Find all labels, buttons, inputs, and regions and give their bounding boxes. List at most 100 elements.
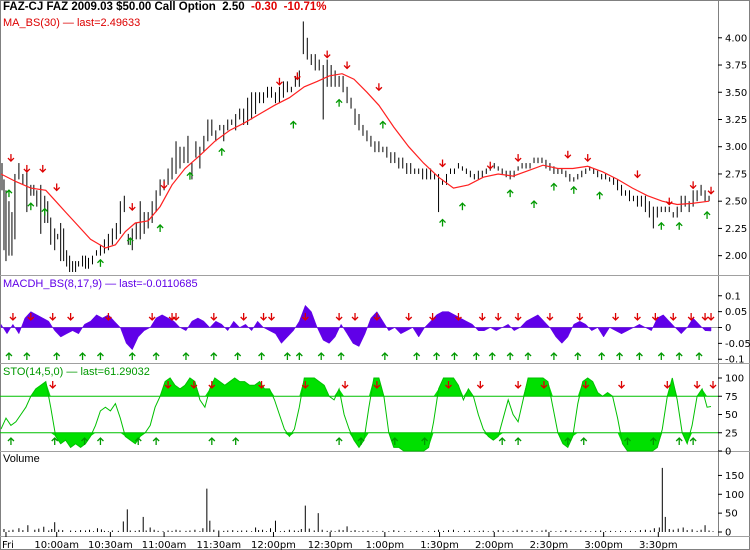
buy-arrow-icon [550,352,558,360]
buy-arrow-icon [186,171,194,180]
sell-arrow-icon [540,381,548,389]
buy-arrow-icon [458,202,466,211]
buy-arrow-icon [379,120,387,129]
buy-arrow-icon [616,352,624,360]
sell-arrow-icon [669,313,677,321]
buy-arrow-icon [675,352,683,360]
buy-arrow-icon [498,437,506,445]
time-tick-label: 2:30pm [530,540,569,550]
sell-arrow-icon [582,381,590,389]
last-price: 2.50 [222,1,245,13]
buy-arrow-icon [81,437,88,445]
sto-label: STO(14,5,0) [3,366,64,378]
sell-arrow-icon [341,381,349,389]
sell-arrow-icon [67,313,75,321]
macdh-axis-tick-label: -0.05 [725,339,750,350]
price-axis-tick-label: 2.75 [725,169,747,180]
buy-arrow-icon [218,147,226,156]
buy-arrow-icon [689,437,697,445]
macdh-axis-tick-label: 0.1 [725,291,741,302]
price-axis-tick-label: 3.75 [725,61,747,72]
price-change: -0.30 [251,1,278,13]
buy-arrow-icon [96,437,104,445]
sell-arrow-icon [373,381,381,389]
sell-arrow-icon [633,313,641,321]
buy-arrow-icon [317,352,325,360]
sell-arrow-icon [476,381,484,389]
sell-arrow-icon [584,154,592,162]
buy-arrow-icon [550,182,558,191]
macdh-last: last=-0.0110685 [119,278,198,290]
buy-arrow-icon [232,437,240,445]
sell-arrow-icon [445,381,452,389]
sell-arrow-icon [514,313,522,321]
sell-arrow-icon [190,381,198,389]
buy-arrow-icon [649,437,657,445]
sell-arrow-icon [208,381,216,389]
buy-arrow-icon [596,191,604,200]
buy-arrow-icon [152,437,160,445]
price-axis-tick-label: 2.00 [725,251,747,262]
buy-arrow-icon [210,352,218,360]
buy-arrow-icon [53,352,61,360]
time-tick-label: 3:30pm [639,540,678,550]
sell-arrow-icon [651,313,659,321]
sell-arrow-icon [258,381,266,389]
sell-arrow-icon [335,313,343,321]
sell-arrow-icon [260,313,267,321]
sell-arrow-icon [49,381,57,389]
sto-line [0,377,712,452]
sell-arrow-icon [301,381,309,389]
buy-arrow-icon [7,437,15,445]
ma-legend: MA_BS(30) — last=2.49633 [3,17,141,29]
buy-arrow-icon [41,207,49,216]
sell-arrow-icon [53,183,61,192]
price-change-pct: -10.71% [283,1,327,13]
macdh-legend: MACDH_BS(8,17,9) — last=-0.0110685 [3,278,198,290]
buy-arrow-icon [514,437,522,445]
sell-arrow-icon [351,313,359,321]
buy-arrow-icon [635,352,643,360]
sto-oversold-fill [1,432,712,451]
time-tick-label: 2:00pm [475,540,514,550]
symbol: FAZ-CJ [3,1,44,13]
buy-arrow-icon [126,237,134,246]
buy-arrow-icon [391,437,399,445]
sell-arrow-icon [373,313,381,321]
sell-arrow-icon [576,313,584,321]
sell-arrow-icon [128,203,136,212]
macdh-axis-tick-label: 0 [725,323,731,334]
buy-arrow-icon [506,352,514,360]
sell-arrow-icon [663,381,671,389]
time-tick-label: 11:00am [142,540,187,550]
sell-arrow-icon [546,313,554,321]
sell-arrow-icon [707,313,715,321]
sell-arrow-icon [564,150,572,159]
buy-arrow-icon [488,352,496,360]
sell-arrow-icon [687,313,695,321]
buy-arrow-icon [208,437,216,445]
sell-arrow-icon [160,181,168,190]
buy-arrow-icon [51,437,59,445]
macdh-axis-tick-label: 0.05 [725,307,747,318]
buy-arrow-icon [657,352,665,360]
sto-axis-tick-label: 50 [725,410,738,421]
volume-axis-tick-label: 150 [725,471,744,482]
time-tick-label: 1:30pm [420,540,459,550]
sell-arrow-icon [343,61,351,70]
time-tick-label: Fri [2,540,14,550]
sell-arrow-icon [104,313,112,321]
buy-arrow-icon [27,202,35,211]
buy-arrow-icon [439,218,446,227]
buy-arrow-icon [23,352,31,360]
volume-axis-tick-label: 100 [725,490,744,501]
buy-arrow-icon [657,221,665,230]
sell-arrow-icon [665,197,673,206]
price-axis-tick-label: 3.50 [725,88,747,99]
time-tick-label: 11:30am [196,540,241,550]
buy-arrow-icon [451,352,458,360]
sell-arrow-icon [405,313,413,321]
buy-arrow-icon [530,200,538,209]
sell-arrow-icon [494,313,502,321]
buy-arrow-icon [433,352,441,360]
